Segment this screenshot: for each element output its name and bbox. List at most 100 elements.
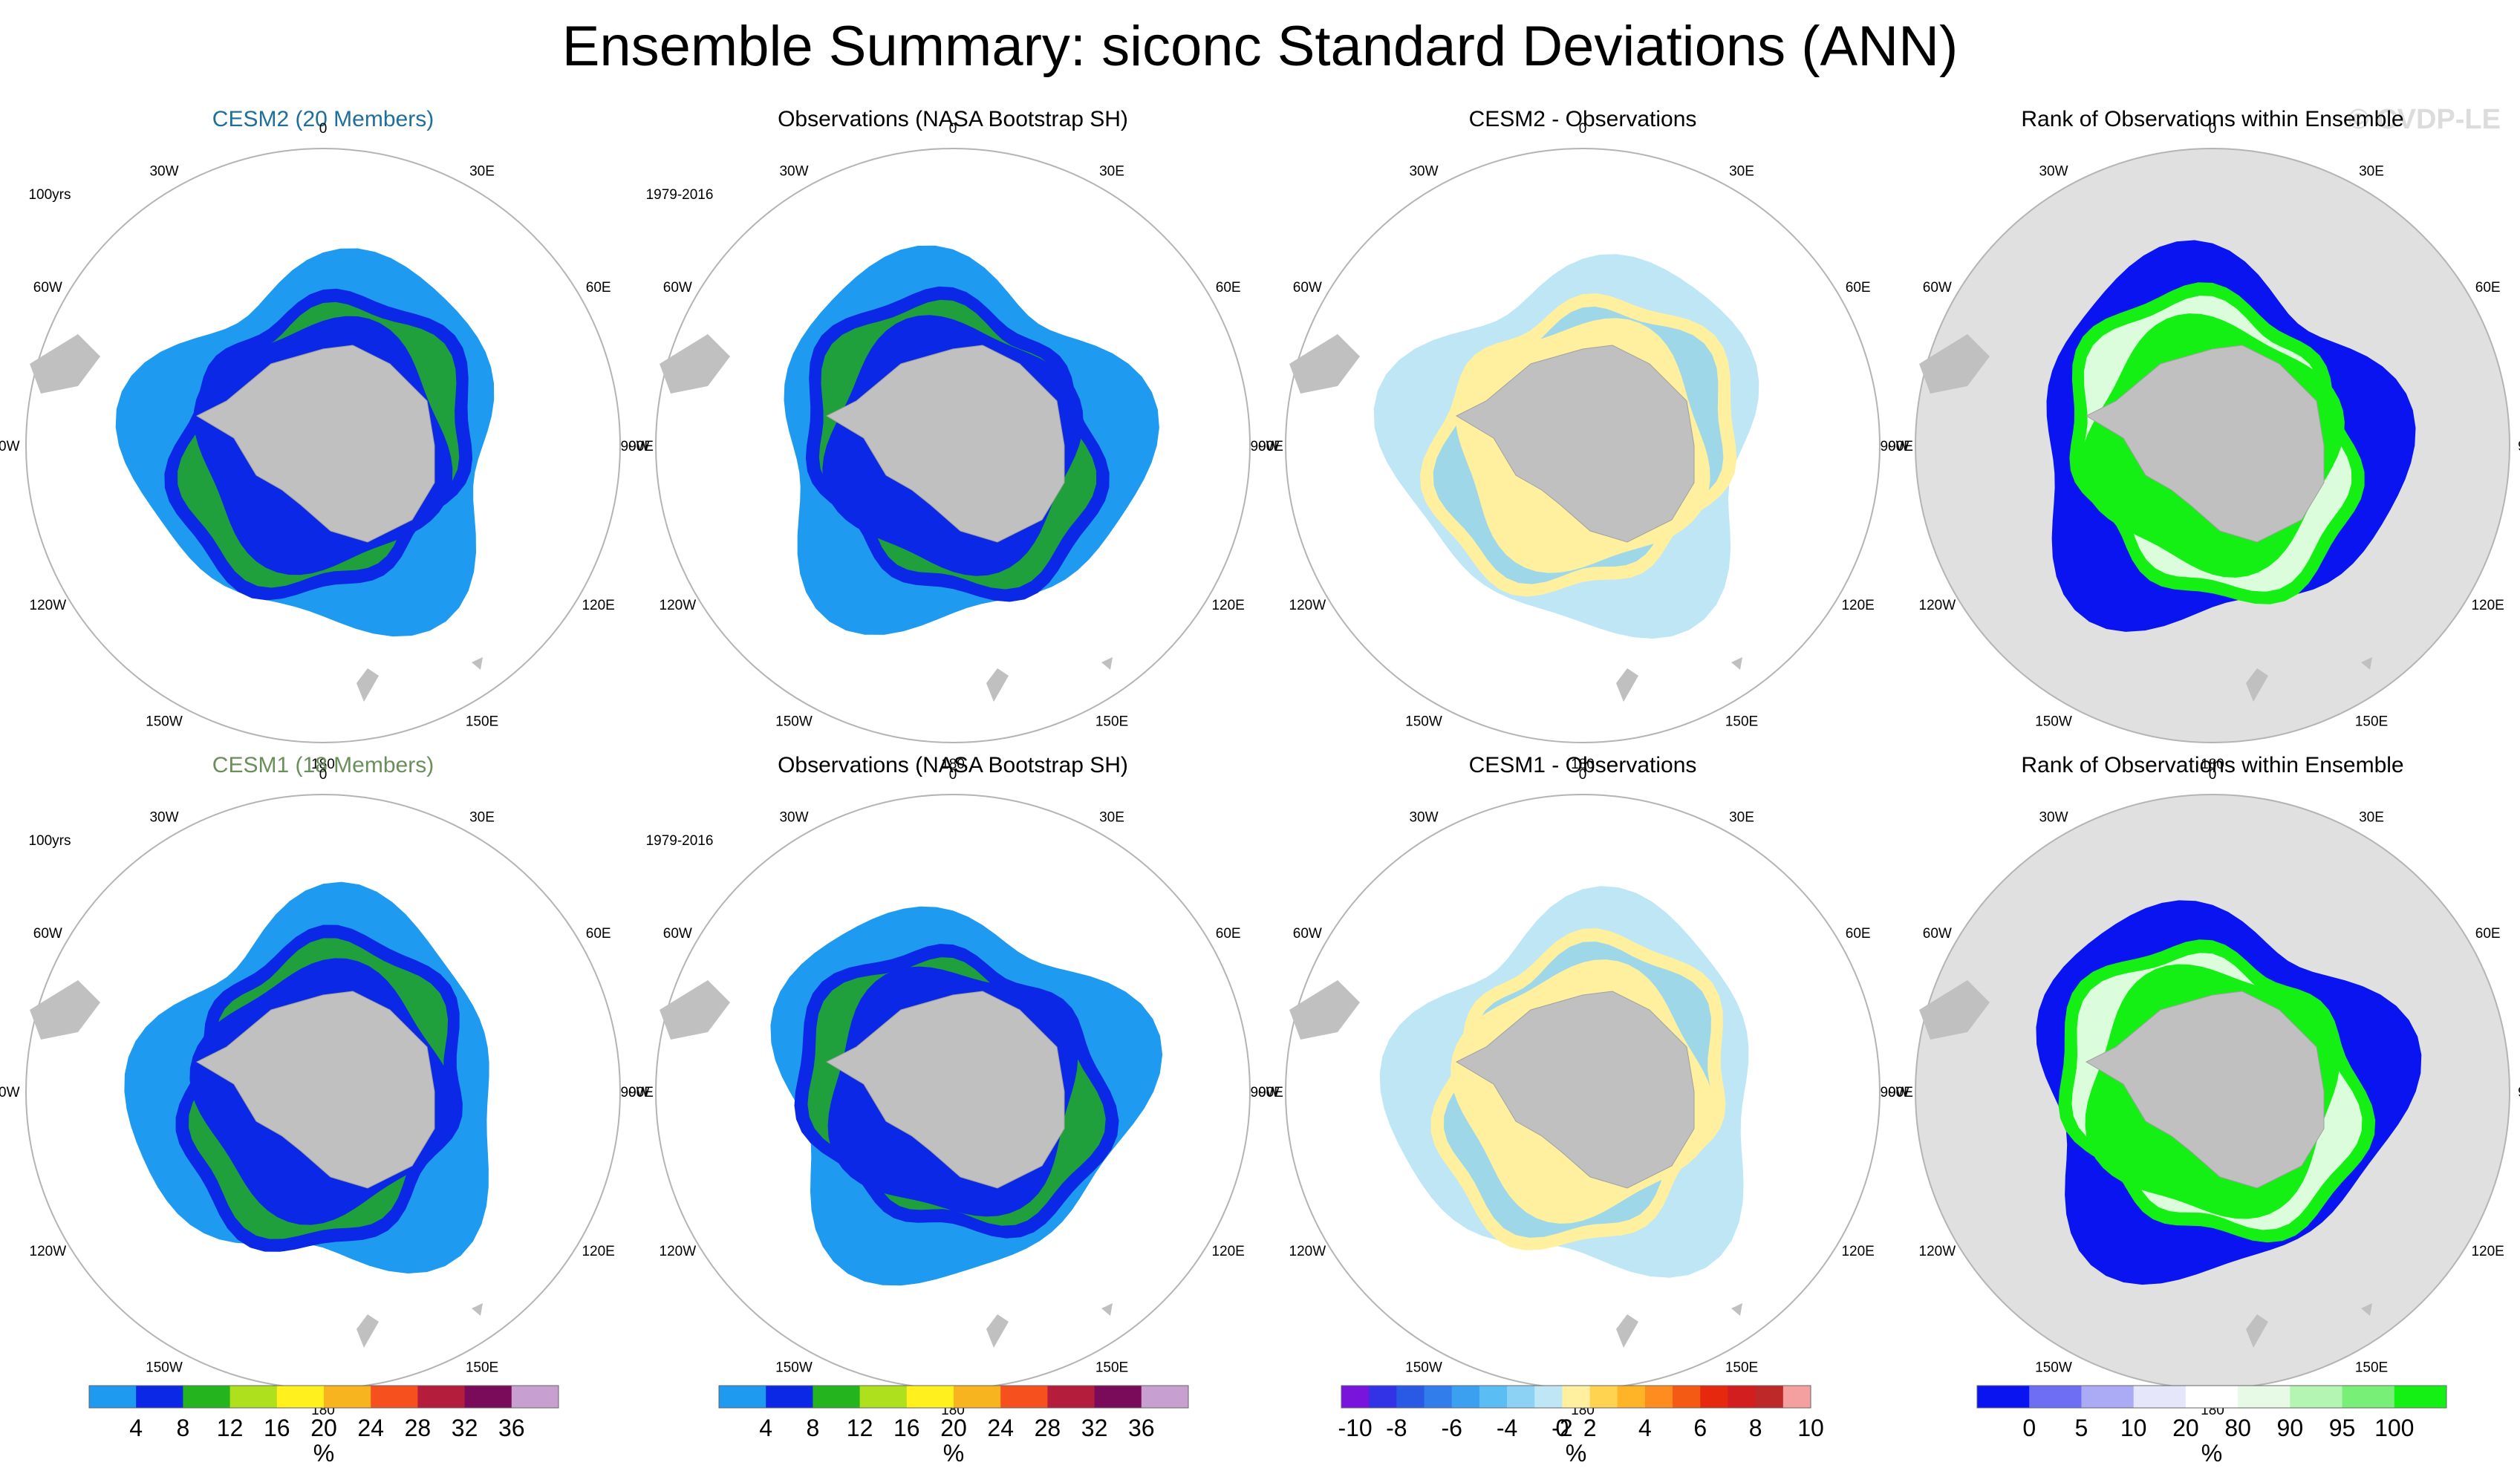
- colorbar-frame: [88, 1385, 559, 1409]
- colorbar-swatch: [511, 1386, 559, 1408]
- antarctica-landmass: [1455, 345, 1695, 543]
- colorbar-frame: [718, 1385, 1189, 1409]
- longitude-label: 180: [2201, 757, 2224, 772]
- colorbar-swatch: [229, 1386, 278, 1408]
- longitude-label: 150W: [146, 714, 183, 730]
- longitude-label: 0: [319, 767, 328, 783]
- colorbar-swatch: [2029, 1386, 2082, 1408]
- colorbar-tick-label: 24: [357, 1415, 384, 1441]
- longitude-label: 120E: [582, 1244, 614, 1259]
- colorbar-tick-label: 8: [807, 1415, 820, 1441]
- colorbar-tick-label: 4: [759, 1415, 772, 1441]
- longitude-label: 150W: [775, 714, 813, 730]
- colorbar-tick-label: 90: [2277, 1415, 2304, 1441]
- longitude-label: 150E: [1095, 714, 1128, 730]
- colorbar-swatch: [276, 1386, 325, 1408]
- colorbar-swatch: [371, 1386, 418, 1408]
- colorbar-tick-label: 20: [940, 1415, 967, 1441]
- longitude-label: 60W: [663, 926, 692, 942]
- colorbar-tick-label: 2: [1583, 1415, 1597, 1441]
- new-zealand-landmass: [356, 1314, 379, 1348]
- longitude-label: 120W: [1289, 598, 1326, 613]
- colorbar-swatch: [1094, 1386, 1142, 1408]
- colorbar-swatch: [1589, 1386, 1618, 1408]
- colorbar-swatch: [183, 1386, 231, 1408]
- longitude-label: 30W: [149, 809, 178, 825]
- colorbar-swatch: [1782, 1386, 1811, 1408]
- longitude-label: 150W: [2035, 1360, 2072, 1376]
- colorbar-swatch: [1451, 1386, 1480, 1408]
- colorbar-swatch: [1644, 1386, 1673, 1408]
- colorbar-swatch: [1700, 1386, 1728, 1408]
- colorbar: 4 8 12 16 20 24 28 32 36%: [718, 1385, 1189, 1467]
- tasmania-landmass: [2361, 657, 2372, 670]
- longitude-label: 90W: [1880, 439, 1909, 454]
- longitude-label: 60W: [1293, 926, 1322, 942]
- map-panel: CESM2 (20 Members) 100yrs 0 30E 60E 90E 120E 15…: [0, 107, 654, 772]
- longitude-label: 30E: [1729, 163, 1754, 179]
- map-panel: Observations (NASA Bootstrap SH) 1979-201…: [620, 753, 1283, 1418]
- longitude-label: 60W: [1923, 280, 1952, 296]
- colorbar-swatch: [2238, 1386, 2291, 1408]
- south-america-landmass: [660, 334, 730, 394]
- map-panel: Observations (NASA Bootstrap SH) 1979-201…: [620, 107, 1283, 772]
- longitude-label: 0: [949, 767, 957, 783]
- longitude-label: 90E: [1888, 1085, 1913, 1100]
- colorbar-swatch: [1977, 1386, 2030, 1408]
- colorbar-swatch: [464, 1386, 512, 1408]
- longitude-label: 150W: [775, 1360, 813, 1376]
- longitude-label: 30E: [1099, 809, 1124, 825]
- colorbar-tick-label: 28: [405, 1415, 432, 1441]
- colorbar-unit-label: %: [2201, 1440, 2222, 1467]
- south-america-landmass: [1289, 334, 1360, 394]
- colorbar: -10 -8 -6 -4 -20 2 4 6 8 10%: [1338, 1385, 1824, 1467]
- colorbar-unit-label: %: [1566, 1440, 1586, 1467]
- colorbar-tick-label: 28: [1035, 1415, 1061, 1441]
- longitude-label: 120W: [660, 598, 697, 613]
- south-america-landmass: [30, 980, 100, 1040]
- colorbar-swatch: [1534, 1386, 1563, 1408]
- longitude-label: 30W: [1409, 163, 1438, 179]
- longitude-label: 180: [311, 757, 335, 772]
- longitude-label: 90W: [0, 1085, 20, 1100]
- colorbar-swatch: [1562, 1386, 1591, 1408]
- longitude-label: 60E: [1216, 926, 1241, 942]
- longitude-label: 120E: [2471, 598, 2504, 613]
- antarctica-landmass: [195, 991, 435, 1189]
- longitude-label: 120E: [2471, 1244, 2504, 1259]
- colorbar-swatch: [1369, 1386, 1397, 1408]
- colorbar-tick-label: 20: [310, 1415, 337, 1441]
- longitude-label: 90E: [628, 439, 654, 454]
- colorbar: 0 5 10 20 80 90 95 100%: [1976, 1385, 2447, 1467]
- colorbar-tick-label: 4: [1638, 1415, 1652, 1441]
- colorbar-tick-label: 5: [2075, 1415, 2088, 1441]
- longitude-label: 120E: [582, 598, 614, 613]
- colorbar-tick-label: -2: [1552, 1415, 1572, 1441]
- colorbar-swatch: [2290, 1386, 2343, 1408]
- colorbar-tick-label: 80: [2224, 1415, 2251, 1441]
- colorbar-swatch: [1728, 1386, 1756, 1408]
- longitude-label: 150W: [146, 1360, 183, 1376]
- colorbar-tick-label: 16: [264, 1415, 290, 1441]
- colorbar-swatch: [1507, 1386, 1535, 1408]
- longitude-label: 60E: [586, 280, 611, 296]
- colorbar-swatch: [324, 1386, 371, 1408]
- colorbar-swatch: [1479, 1386, 1508, 1408]
- colorbar-tick-label: 0: [1556, 1415, 1569, 1441]
- colorbar-swatch: [417, 1386, 466, 1408]
- colorbar-unit-label: %: [313, 1440, 334, 1467]
- longitude-label: 30W: [779, 809, 808, 825]
- longitude-label: 120E: [1211, 598, 1244, 613]
- watermark: © CVDP-LE: [2348, 104, 2501, 135]
- colorbar-swatch: [136, 1386, 183, 1408]
- colorbar-tick-label: 36: [1128, 1415, 1155, 1441]
- longitude-label: 30W: [2039, 809, 2068, 825]
- longitude-label: 90E: [1258, 1085, 1283, 1100]
- longitude-label: 30E: [469, 809, 495, 825]
- longitude-label: 120W: [30, 1244, 67, 1259]
- colorbar-swatch: [2133, 1386, 2187, 1408]
- colorbar-swatch: [1755, 1386, 1784, 1408]
- colorbar-swatch: [766, 1386, 813, 1408]
